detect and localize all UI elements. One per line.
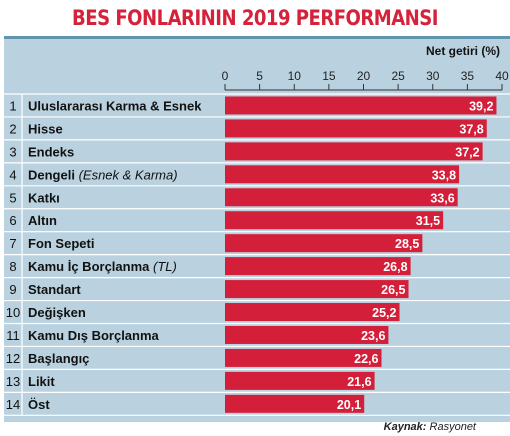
category-label: Kamu İç Borçlanma (TL) [28, 259, 177, 274]
rank-label: 9 [9, 282, 16, 297]
bar [225, 165, 460, 184]
value-label: 31,5 [416, 214, 440, 228]
category-name: Kamu İç Borçlanma [28, 259, 150, 274]
bar [225, 371, 375, 390]
category-name: Katkı [28, 190, 60, 205]
bar [225, 280, 409, 299]
rank-label: 3 [9, 144, 16, 159]
x-tick-label: 10 [288, 69, 302, 83]
rank-label: 5 [9, 190, 16, 205]
rank-label: 10 [6, 305, 20, 320]
category-label: Uluslararası Karma & Esnek [28, 98, 202, 113]
category-label: Likit [28, 374, 55, 389]
x-tick-label: 40 [495, 69, 509, 83]
category-label: Kamu Dış Borçlanma [28, 328, 160, 343]
x-tick-label: 20 [357, 69, 371, 83]
x-tick-label: 5 [256, 69, 263, 83]
category-label: Katkı [28, 190, 60, 205]
value-label: 28,5 [395, 237, 419, 251]
bar [225, 119, 487, 138]
category-name: Likit [28, 374, 55, 389]
bar [225, 394, 365, 413]
rank-label: 13 [6, 374, 20, 389]
category-name: Başlangıç [28, 351, 89, 366]
category-name: Dengeli [28, 167, 75, 182]
category-note: (TL) [149, 259, 176, 274]
bar [225, 96, 497, 115]
category-name: Standart [28, 282, 81, 297]
category-name: Endeks [28, 144, 74, 159]
category-label: Standart [28, 282, 81, 297]
category-name: Kamu Dış Borçlanma [28, 328, 160, 343]
rank-label: 12 [6, 351, 20, 366]
x-tick-label: 25 [391, 69, 405, 83]
x-tick-label: 0 [222, 69, 229, 83]
bar [225, 303, 400, 322]
x-tick-label: 35 [461, 69, 475, 83]
value-label: 37,2 [455, 145, 479, 159]
bar [225, 325, 389, 344]
bar [225, 142, 483, 161]
value-label: 23,6 [361, 329, 385, 343]
rank-label: 11 [6, 328, 20, 343]
x-tick-label: 15 [322, 69, 336, 83]
category-name: Altın [28, 213, 57, 228]
category-label: Öst [28, 397, 50, 412]
bar [225, 234, 423, 253]
rank-label: 7 [9, 236, 16, 251]
value-label: 21,6 [347, 375, 371, 389]
rank-label: 4 [9, 167, 16, 182]
category-name: Uluslararası Karma & Esnek [28, 98, 202, 113]
category-label: Değişken [28, 305, 86, 320]
value-label: 33,6 [430, 191, 454, 205]
value-label: 25,2 [372, 306, 396, 320]
category-name: Fon Sepeti [28, 236, 94, 251]
category-note: (Esnek & Karma) [75, 167, 178, 182]
x-axis-label: Net getiri (%) [426, 44, 500, 58]
category-label: Endeks [28, 144, 74, 159]
rank-label: 8 [9, 259, 16, 274]
x-tick-label: 30 [426, 69, 440, 83]
category-name: Hisse [28, 121, 63, 136]
value-label: 33,8 [432, 168, 456, 182]
value-label: 26,8 [383, 260, 407, 274]
rank-label: 2 [9, 121, 16, 136]
category-name: Değişken [28, 305, 86, 320]
value-label: 22,6 [354, 352, 378, 366]
category-label: Altın [28, 213, 57, 228]
rank-label: 14 [6, 397, 20, 412]
bar [225, 257, 411, 276]
bar [225, 188, 458, 207]
value-label: 26,5 [381, 283, 405, 297]
rank-label: 6 [9, 213, 16, 228]
category-label: Fon Sepeti [28, 236, 94, 251]
source-label: Kaynak: [383, 421, 427, 433]
value-label: 37,8 [459, 122, 483, 136]
category-label: Dengeli (Esnek & Karma) [28, 167, 178, 182]
value-label: 20,1 [337, 398, 361, 412]
category-name: Öst [28, 397, 50, 412]
chart-title: BES FONLARININ 2019 PERFORMANSI [72, 6, 438, 30]
source-value: Rasyonet [429, 421, 476, 433]
category-label: Hisse [28, 121, 63, 136]
rank-label: 1 [9, 98, 16, 113]
category-label: Başlangıç [28, 351, 89, 366]
value-label: 39,2 [469, 99, 493, 113]
bar [225, 348, 382, 367]
source-note: Kaynak: Rasyonet [384, 421, 476, 433]
bar [225, 211, 444, 230]
